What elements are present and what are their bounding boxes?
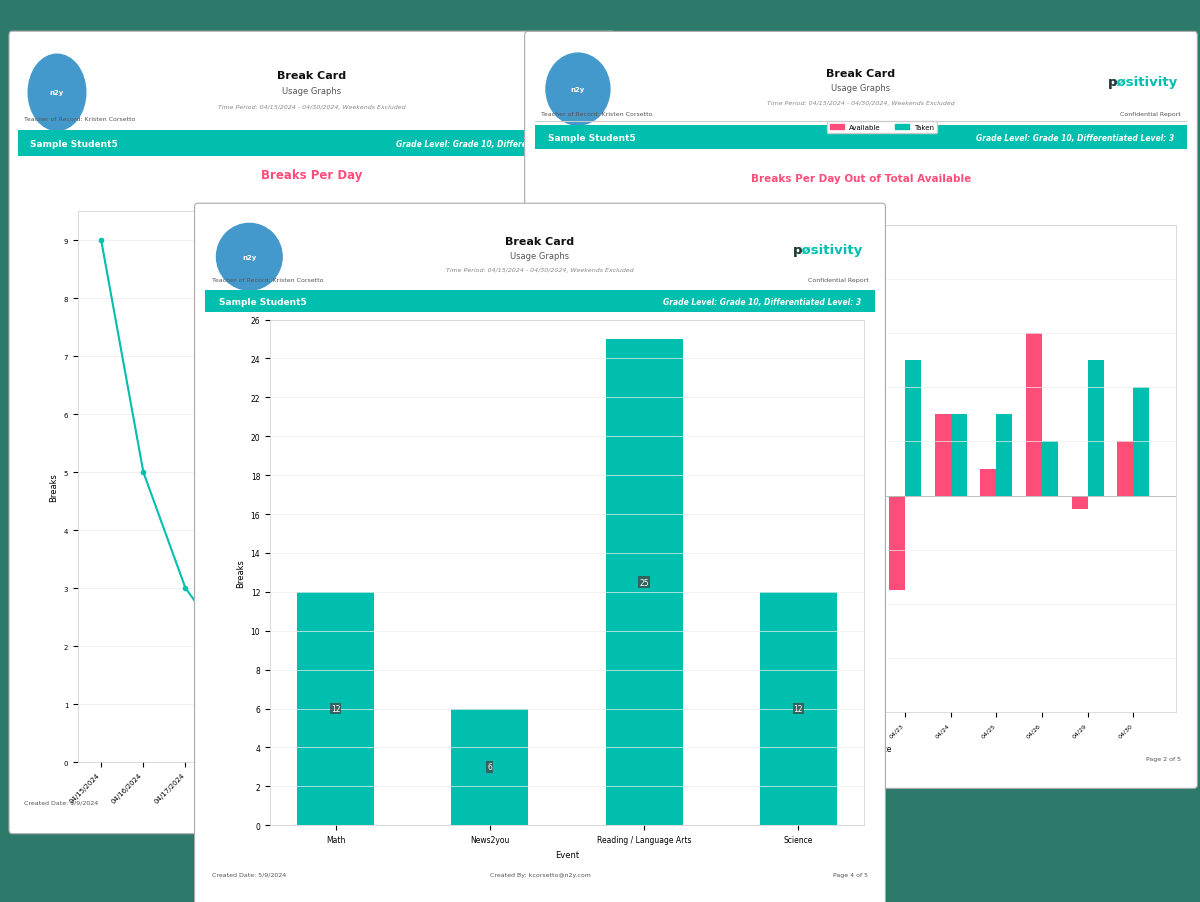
Text: Confidential Report: Confidential Report xyxy=(808,278,869,283)
Bar xyxy=(451,709,528,825)
Legend: Available, Taken: Available, Taken xyxy=(827,122,937,133)
Text: Sample Student5: Sample Student5 xyxy=(548,133,636,143)
Bar xyxy=(905,361,920,496)
Bar xyxy=(814,442,829,496)
Bar xyxy=(798,496,814,510)
Bar xyxy=(859,320,875,496)
Bar xyxy=(1087,361,1104,496)
Bar xyxy=(706,496,722,591)
Text: Grade Level: Grade 10, Differentiated Level: 3: Grade Level: Grade 10, Differentiated Le… xyxy=(664,298,862,307)
Text: 12: 12 xyxy=(331,704,341,713)
Bar xyxy=(205,290,875,313)
Circle shape xyxy=(29,55,86,132)
Text: Teacher of Record: Kristen Corsetto: Teacher of Record: Kristen Corsetto xyxy=(211,278,323,283)
Text: Confidential Report: Confidential Report xyxy=(1120,112,1181,117)
Bar xyxy=(1072,496,1087,510)
Text: Breaks by Event: Breaks by Event xyxy=(486,326,594,339)
Bar xyxy=(889,496,905,591)
Y-axis label: Breaks: Breaks xyxy=(236,558,245,587)
Bar xyxy=(1042,442,1058,496)
Text: Page 2 of 5: Page 2 of 5 xyxy=(1146,756,1181,761)
Bar xyxy=(535,126,1187,150)
Text: Sample Student5: Sample Student5 xyxy=(218,298,306,307)
Bar xyxy=(18,132,606,157)
Text: Break Card: Break Card xyxy=(277,70,347,81)
Text: Breaks Per Day: Breaks Per Day xyxy=(262,169,362,181)
X-axis label: Date: Date xyxy=(872,744,892,753)
Bar xyxy=(614,496,631,726)
Bar xyxy=(660,496,677,645)
FancyBboxPatch shape xyxy=(194,204,886,902)
Text: n2y: n2y xyxy=(571,87,586,93)
Bar xyxy=(677,320,692,496)
Text: Created Date: 5/9/2024: Created Date: 5/9/2024 xyxy=(24,799,98,805)
Text: Break Card: Break Card xyxy=(827,69,895,78)
X-axis label: Event: Event xyxy=(554,850,580,859)
Text: n2y: n2y xyxy=(50,90,64,97)
Bar xyxy=(751,469,768,496)
Text: Grade Level: Grade 10, Differentiated Level: 3: Grade Level: Grade 10, Differentiated Le… xyxy=(396,140,594,149)
Bar xyxy=(844,496,859,672)
Bar xyxy=(1117,442,1133,496)
Bar xyxy=(760,593,838,825)
Text: 6: 6 xyxy=(487,762,492,771)
Text: Grade Level: Grade 10, Differentiated Level: 3: Grade Level: Grade 10, Differentiated Le… xyxy=(976,133,1174,143)
Bar xyxy=(950,415,966,496)
Bar xyxy=(298,593,374,825)
Bar xyxy=(768,415,784,496)
Text: Created By: kcorsetto@n2y.com: Created By: kcorsetto@n2y.com xyxy=(490,871,590,877)
Text: Usage Graphs: Usage Graphs xyxy=(282,87,342,97)
Text: p: p xyxy=(1108,76,1117,89)
Text: Sample Student5: Sample Student5 xyxy=(30,140,118,149)
Text: Teacher of Record: Kristen Corsetto: Teacher of Record: Kristen Corsetto xyxy=(541,112,653,117)
Text: 25: 25 xyxy=(640,578,649,587)
Bar xyxy=(631,266,647,496)
Text: Break Card: Break Card xyxy=(505,237,575,247)
Text: p: p xyxy=(534,78,544,92)
Text: Confidential Report: Confidential Report xyxy=(539,117,600,122)
Text: n2y: n2y xyxy=(242,254,257,261)
FancyBboxPatch shape xyxy=(524,32,1198,788)
Text: Created Date: 5/9/2024: Created Date: 5/9/2024 xyxy=(211,871,286,877)
Bar xyxy=(980,469,996,496)
Bar xyxy=(722,361,738,496)
Text: Created By: kcorsetto@n2y.com: Created By: kcorsetto@n2y.com xyxy=(541,756,642,761)
Text: pøsitivity: pøsitivity xyxy=(793,244,863,257)
Bar xyxy=(606,340,683,825)
Text: Time Period: 04/15/2024 - 04/30/2024, Weekends Excluded: Time Period: 04/15/2024 - 04/30/2024, We… xyxy=(767,101,955,106)
Text: p: p xyxy=(793,244,803,257)
Text: 12: 12 xyxy=(793,704,803,713)
Bar xyxy=(1133,388,1150,496)
Text: Teacher of Record: Kristen Corsetto: Teacher of Record: Kristen Corsetto xyxy=(24,117,136,122)
Circle shape xyxy=(216,224,282,290)
FancyBboxPatch shape xyxy=(10,32,616,833)
Text: Usage Graphs: Usage Graphs xyxy=(832,84,890,93)
Y-axis label: Breaks: Breaks xyxy=(49,473,59,502)
Text: pøsitivity: pøsitivity xyxy=(1108,76,1177,89)
Bar xyxy=(1026,334,1042,496)
X-axis label: Date: Date xyxy=(323,810,343,819)
Text: Time Period: 04/15/2024 - 04/30/2024, Weekends Excluded: Time Period: 04/15/2024 - 04/30/2024, We… xyxy=(446,268,634,272)
Text: Page 4 of 5: Page 4 of 5 xyxy=(833,871,869,877)
Bar xyxy=(996,415,1013,496)
Bar xyxy=(935,415,950,496)
Y-axis label: Breaks: Breaks xyxy=(554,456,564,482)
Circle shape xyxy=(546,54,610,126)
Text: Usage Graphs: Usage Graphs xyxy=(510,252,570,261)
Text: pøsitivity: pøsitivity xyxy=(534,78,605,92)
Text: Breaks Per Day Out of Total Available: Breaks Per Day Out of Total Available xyxy=(751,173,971,183)
Text: Time Period: 04/15/2024 - 04/30/2024, Weekends Excluded: Time Period: 04/15/2024 - 04/30/2024, We… xyxy=(218,105,406,110)
